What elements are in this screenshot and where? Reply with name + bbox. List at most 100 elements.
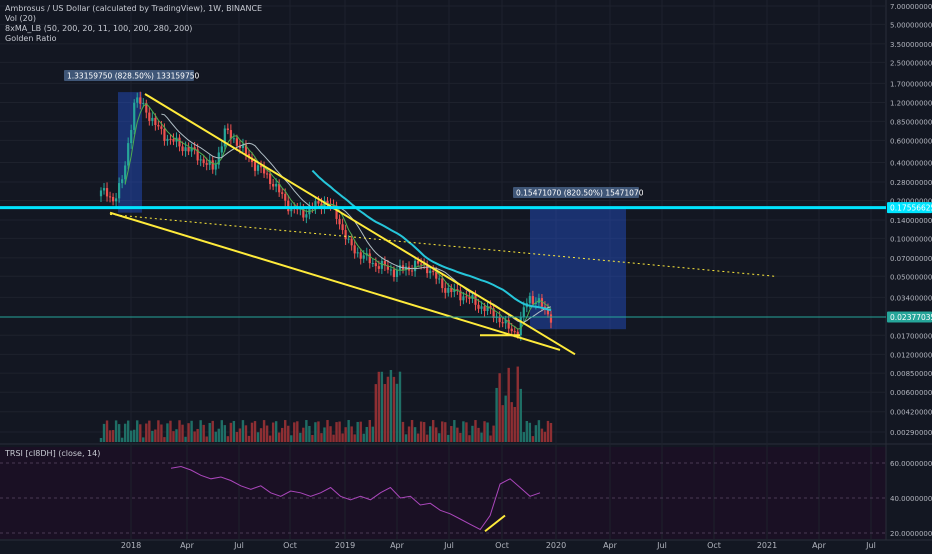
volume-bar — [311, 434, 314, 442]
candle-body — [498, 316, 501, 323]
volume-bar — [504, 395, 507, 442]
candle-body — [256, 165, 260, 171]
volume-bar — [172, 431, 175, 442]
volume-bar — [305, 420, 308, 442]
volume-bar — [438, 433, 441, 442]
price-tick-label: 0.00420000 — [890, 409, 932, 417]
candle-body — [262, 167, 266, 174]
time-tick-label: Jul — [865, 541, 876, 550]
candle-body — [302, 207, 305, 218]
price-tick-label: 0.40000000 — [890, 160, 932, 168]
price-tick-label: 1.20000000 — [890, 99, 932, 107]
candle-body — [368, 253, 371, 264]
candle-body — [359, 252, 362, 259]
candle-body — [244, 144, 248, 155]
ma-long-line — [311, 169, 552, 312]
volume-bar — [498, 373, 501, 442]
candle-body — [432, 270, 435, 272]
price-tick-label: 0.28000000 — [890, 179, 932, 187]
price-axis[interactable]: 7.00000000 5.00000000 3.50000000 2.50000000… — [890, 3, 932, 538]
rsi-tick-label: 40.00000000 — [890, 495, 932, 503]
candle-body — [441, 278, 444, 289]
volume-bar — [546, 420, 550, 442]
price-tick-label: 7.00000000 — [890, 3, 932, 11]
rsi-tick-label: 20.00000000 — [890, 530, 932, 538]
volume-bar — [435, 427, 438, 442]
volume-bar — [151, 430, 154, 442]
volume-bar — [211, 420, 214, 442]
candle-body — [166, 138, 169, 141]
price-tick-label: 0.01200000 — [890, 351, 932, 359]
candle-body — [275, 183, 278, 187]
volume-bar — [543, 431, 547, 442]
candle-body — [356, 252, 359, 254]
time-tick-label: Oct — [707, 541, 721, 550]
time-axis[interactable]: 2018 Apr Jul Oct 2019 Apr Jul Oct 2020 Apr Jul Oct 2… — [121, 541, 876, 550]
rsi-series — [170, 465, 541, 533]
measure-right-label-bg — [513, 187, 639, 198]
volume-bar — [277, 432, 281, 442]
candle-body — [205, 163, 208, 165]
candle-body — [477, 304, 480, 309]
lower-trendline — [109, 211, 561, 351]
candle-body — [447, 287, 450, 293]
volume-bar — [365, 426, 368, 442]
measure-left-label-bg — [64, 70, 194, 81]
candle-body — [459, 290, 462, 301]
candle-body — [501, 322, 504, 324]
candle-body — [281, 192, 284, 194]
volume-bar — [302, 427, 305, 442]
candle-body — [115, 198, 118, 202]
indicator-ma[interactable]: 8xMA_LB (50, 200, 20, 11, 100, 200, 280,… — [5, 24, 193, 33]
volume-bar — [410, 420, 414, 442]
volume-bar — [166, 423, 169, 442]
time-tick-label: 2020 — [546, 541, 566, 550]
candle-body — [395, 269, 399, 277]
candle-body — [546, 308, 550, 315]
volume-bar — [268, 435, 272, 442]
time-tick-label: Jul — [443, 541, 454, 550]
volume-bar — [108, 430, 112, 442]
volume-bar — [338, 421, 341, 442]
time-tick-label: Apr — [812, 541, 827, 550]
volume-bar — [223, 425, 227, 442]
resistance-price-label-bg — [887, 202, 932, 214]
candle-body — [456, 289, 459, 291]
indicator-volume[interactable]: Vol (20) — [5, 14, 36, 23]
volume-bar — [501, 405, 504, 442]
candle-body — [145, 103, 148, 113]
volume-bar — [510, 402, 513, 442]
volume-bar — [284, 420, 287, 442]
price-tick-label: 0.07000000 — [890, 255, 932, 263]
volume-bar — [181, 424, 184, 442]
volume-bar — [139, 424, 142, 442]
candle-body — [124, 165, 127, 180]
volume-bar — [540, 428, 544, 442]
volume-bar — [256, 432, 260, 442]
volume-bar — [425, 434, 429, 442]
candle-body — [190, 147, 193, 152]
volume-bar — [519, 388, 522, 442]
candle-body — [160, 126, 163, 129]
volume-bar — [247, 435, 251, 442]
volume-bar — [253, 421, 257, 442]
volume-bar — [274, 421, 278, 442]
volume-bar — [413, 427, 417, 442]
indicator-golden-ratio[interactable]: Golden Ratio — [5, 34, 57, 43]
dotted-trendline — [109, 213, 776, 277]
candle-body — [178, 137, 181, 147]
volume-bar — [202, 424, 205, 442]
volume-bar — [265, 425, 269, 442]
candle-body — [450, 287, 453, 293]
candle-body — [148, 112, 151, 121]
volume-bar — [238, 428, 242, 442]
volume-bar — [447, 434, 450, 442]
volume-bar — [534, 425, 538, 442]
candle-body — [136, 97, 139, 103]
volume-bar — [145, 423, 148, 442]
candle-body — [504, 319, 507, 324]
chart-title[interactable]: Ambrosus / US Dollar (calculated by Trad… — [5, 4, 263, 13]
rsi-legend[interactable]: TRSI [cI8DH] (close, 14) — [5, 449, 101, 458]
candle-body — [338, 218, 341, 225]
